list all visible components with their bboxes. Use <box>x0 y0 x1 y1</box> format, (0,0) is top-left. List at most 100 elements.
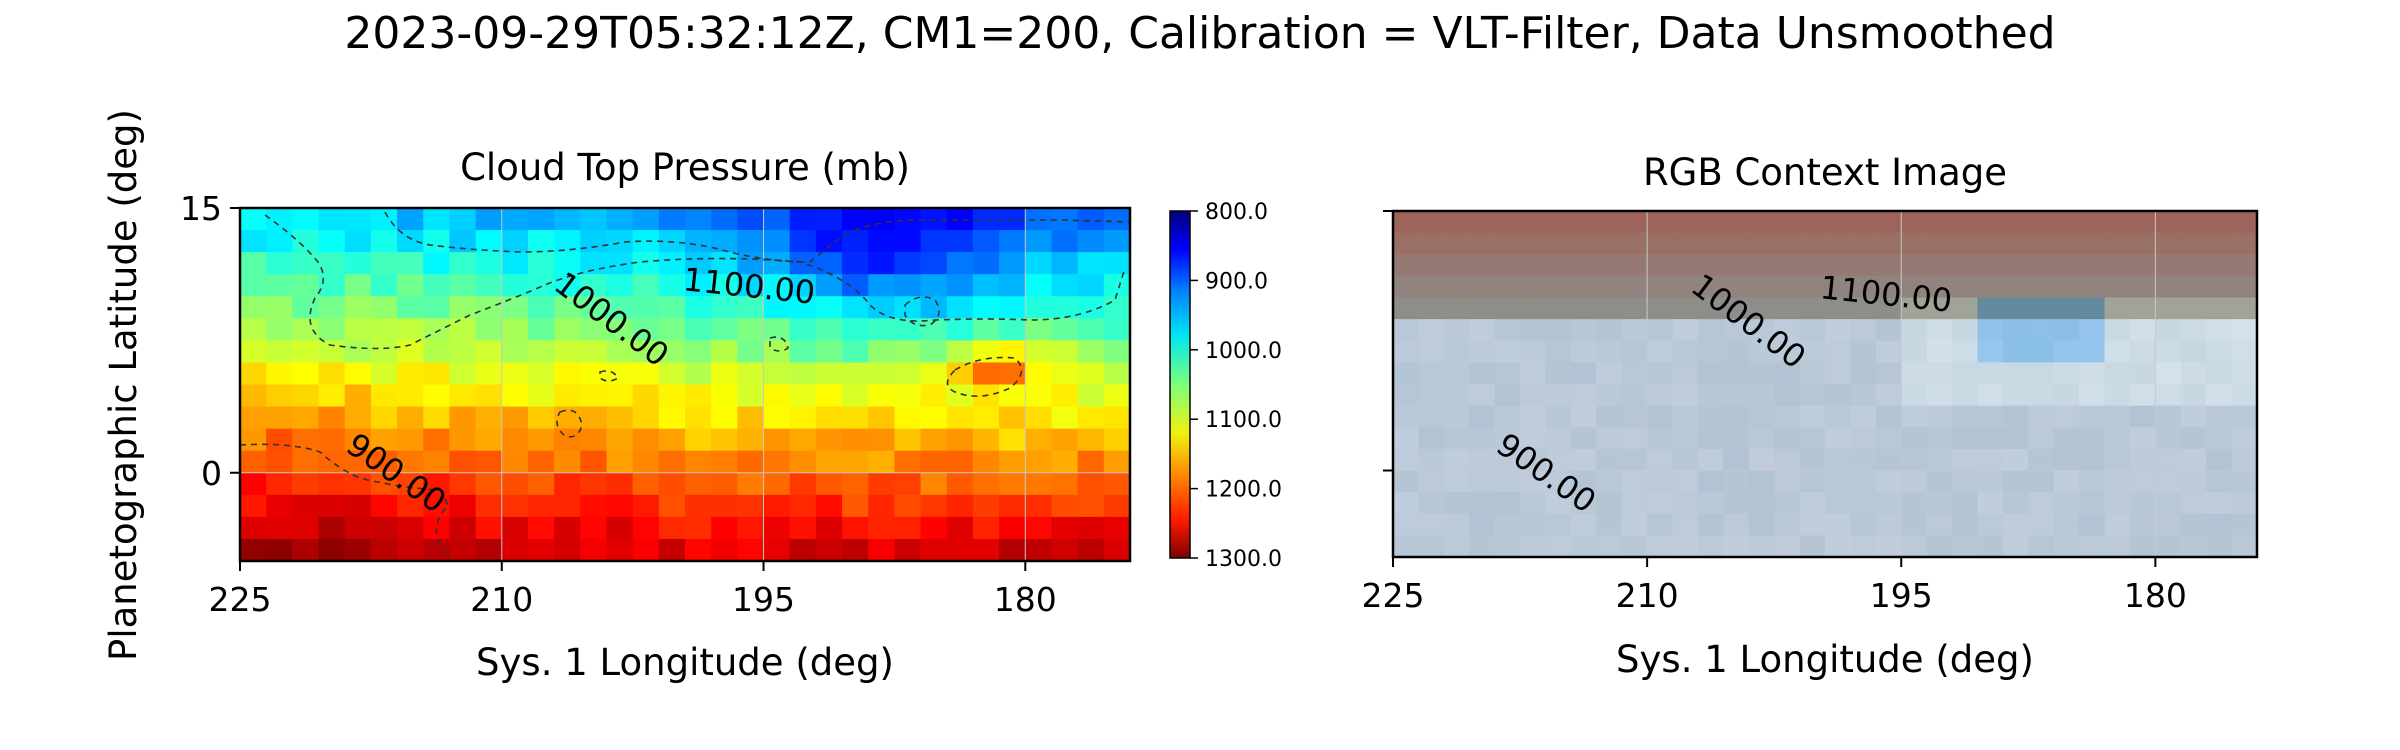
heatmap-cell <box>1025 450 1053 474</box>
heatmap-cell <box>1494 340 1521 363</box>
heatmap-cell <box>2053 492 2080 515</box>
heatmap-cell <box>763 208 791 231</box>
heatmap-cell <box>815 362 843 386</box>
heatmap-cell <box>1393 535 1420 557</box>
heatmap-cell <box>2079 448 2106 472</box>
heatmap-cell <box>1825 384 1852 407</box>
heatmap-cell <box>501 252 529 275</box>
heatmap-cell <box>397 252 424 275</box>
heatmap-cell <box>1850 384 1877 407</box>
heatmap-cell <box>946 230 974 253</box>
heatmap-cell <box>1926 362 1953 385</box>
heatmap-cell <box>789 538 817 561</box>
heatmap-cell <box>397 538 424 561</box>
heatmap-cell <box>842 494 869 518</box>
heatmap-cell <box>2079 513 2106 536</box>
heatmap-cell <box>737 428 765 452</box>
heatmap-cell <box>1418 297 1445 320</box>
heatmap-cell <box>894 516 922 540</box>
heatmap-cell <box>1748 405 1775 428</box>
heatmap-cell <box>1077 340 1105 364</box>
heatmap-cell <box>2155 513 2182 536</box>
heatmap-cell <box>1723 427 1750 450</box>
heatmap-cell <box>449 318 477 341</box>
heatmap-cell <box>1952 513 1979 536</box>
heatmap-cell <box>475 450 503 474</box>
heatmap-cell <box>1103 362 1130 386</box>
heatmap-cell <box>554 340 581 364</box>
heatmap-cell <box>1051 340 1079 364</box>
heatmap-cell <box>868 362 896 386</box>
x-tick-label: 210 <box>470 580 533 619</box>
heatmap-cell <box>920 296 948 319</box>
heatmap-cell <box>999 340 1026 364</box>
pressure-contours <box>240 211 1130 561</box>
heatmap-cell <box>449 230 477 253</box>
heatmap-cell <box>449 494 477 518</box>
heatmap-cell <box>685 472 712 496</box>
heatmap-cell <box>685 252 712 275</box>
heatmap-cell <box>1977 211 2004 234</box>
heatmap-cell <box>1748 362 1775 385</box>
heatmap-cell <box>2206 384 2233 407</box>
heatmap-cell <box>1850 297 1877 320</box>
heatmap-cell <box>1103 318 1130 341</box>
heatmap-cell <box>292 538 320 561</box>
heatmap-cell <box>292 340 320 364</box>
heatmap-cell <box>318 230 346 253</box>
heatmap-cell <box>1723 232 1750 255</box>
heatmap-cell <box>1977 275 2004 299</box>
heatmap-cell <box>868 208 896 231</box>
heatmap-cell <box>894 318 922 341</box>
heatmap-cell <box>554 208 581 231</box>
heatmap-cell <box>606 406 634 430</box>
heatmap-cell <box>658 252 686 275</box>
heatmap-cell <box>397 340 424 364</box>
heatmap-cell <box>318 450 346 474</box>
heatmap-cell <box>1621 319 1648 342</box>
heatmap-cell <box>580 428 608 452</box>
heatmap-cell <box>1723 470 1750 493</box>
heatmap-cell <box>266 362 293 386</box>
heatmap-cell <box>449 472 477 496</box>
heatmap-cell <box>240 406 267 430</box>
heatmap-cell <box>397 384 424 408</box>
heatmap-cell <box>2002 513 2029 536</box>
heatmap-cell <box>1748 340 1775 363</box>
heatmap-cell <box>1697 211 1724 234</box>
heatmap-cell <box>240 494 267 518</box>
heatmap-cell <box>266 406 293 430</box>
heatmap-cell <box>527 208 555 231</box>
heatmap-cell <box>2206 427 2233 450</box>
heatmap-cell <box>1103 472 1130 496</box>
heatmap-cell <box>2129 232 2156 255</box>
heatmap-cell <box>2028 254 2055 277</box>
heatmap-cell <box>1647 448 1674 472</box>
heatmap-cell <box>999 516 1026 540</box>
heatmap-cell <box>475 318 503 341</box>
heatmap-cell <box>1875 254 1902 277</box>
heatmap-cell <box>2053 405 2080 428</box>
heatmap-cell <box>370 428 398 452</box>
heatmap-cell <box>1051 230 1079 253</box>
heatmap-cell <box>2180 297 2207 320</box>
heatmap-cell <box>344 450 372 474</box>
heatmap-cell <box>475 340 503 364</box>
heatmap-cell <box>1825 535 1852 557</box>
heatmap-cell <box>1977 535 2004 557</box>
heatmap-cell <box>606 538 634 561</box>
heatmap-cell <box>763 428 791 452</box>
heatmap-cell <box>1393 492 1420 515</box>
heatmap-cell <box>2129 297 2156 320</box>
heatmap-cell <box>292 516 320 540</box>
heatmap-cell <box>2180 232 2207 255</box>
pressure-axis-ticks: 225 210 195 180 0 15 <box>180 189 1057 619</box>
heatmap-cell <box>868 296 896 319</box>
heatmap-cell <box>1570 470 1597 493</box>
heatmap-cell <box>1077 472 1105 496</box>
heatmap-cell <box>1825 362 1852 385</box>
heatmap-cell <box>1596 384 1623 407</box>
heatmap-cell <box>1025 538 1053 561</box>
heatmap-cell <box>1799 211 1826 234</box>
heatmap-cell <box>1901 492 1928 515</box>
